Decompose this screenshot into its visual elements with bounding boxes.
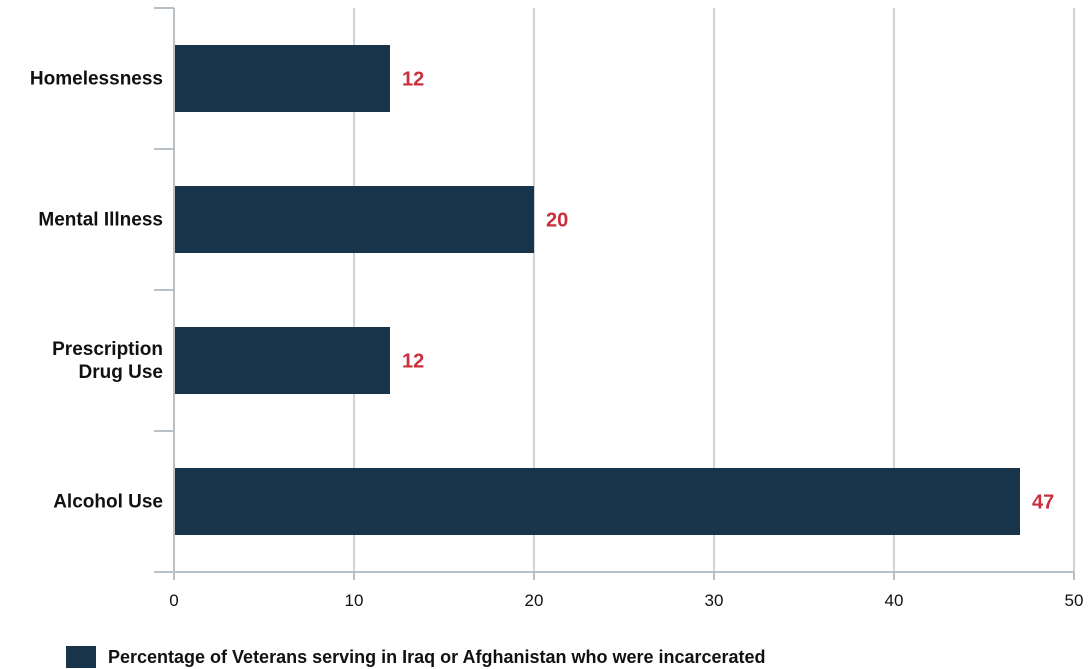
x-tick-label: 20 (525, 591, 544, 610)
x-tick-label: 0 (169, 591, 178, 610)
category-label: Prescription Drug Use (52, 339, 163, 383)
data-label: 47 (1032, 492, 1054, 514)
legend-label: Percentage of Veterans serving in Iraq o… (108, 646, 766, 667)
axes (154, 7, 1075, 580)
bar (175, 186, 534, 253)
labels: 0 10 20 30 40 50 Homelessness 12 Mental Illness 2… (30, 69, 1084, 611)
legend: Percentage of Veterans serving in Iraq o… (66, 645, 766, 669)
x-tick-label: 10 (345, 591, 364, 610)
bar (175, 468, 1020, 535)
bar (175, 45, 390, 112)
bars (175, 45, 1020, 535)
category-label: Alcohol Use (53, 492, 163, 513)
bar-chart: 0 10 20 30 40 50 Homelessness 12 Mental Illness 2… (30, 7, 1084, 611)
category-label: Homelessness (30, 69, 163, 90)
x-tick-label: 30 (705, 591, 724, 610)
category-label: Mental Illness (38, 210, 163, 231)
bar (175, 327, 390, 394)
x-tick-label: 40 (885, 591, 904, 610)
data-label: 20 (546, 210, 568, 232)
data-label: 12 (402, 69, 424, 91)
data-label: 12 (402, 351, 424, 373)
legend-swatch (66, 646, 96, 668)
x-tick-label: 50 (1065, 591, 1084, 610)
